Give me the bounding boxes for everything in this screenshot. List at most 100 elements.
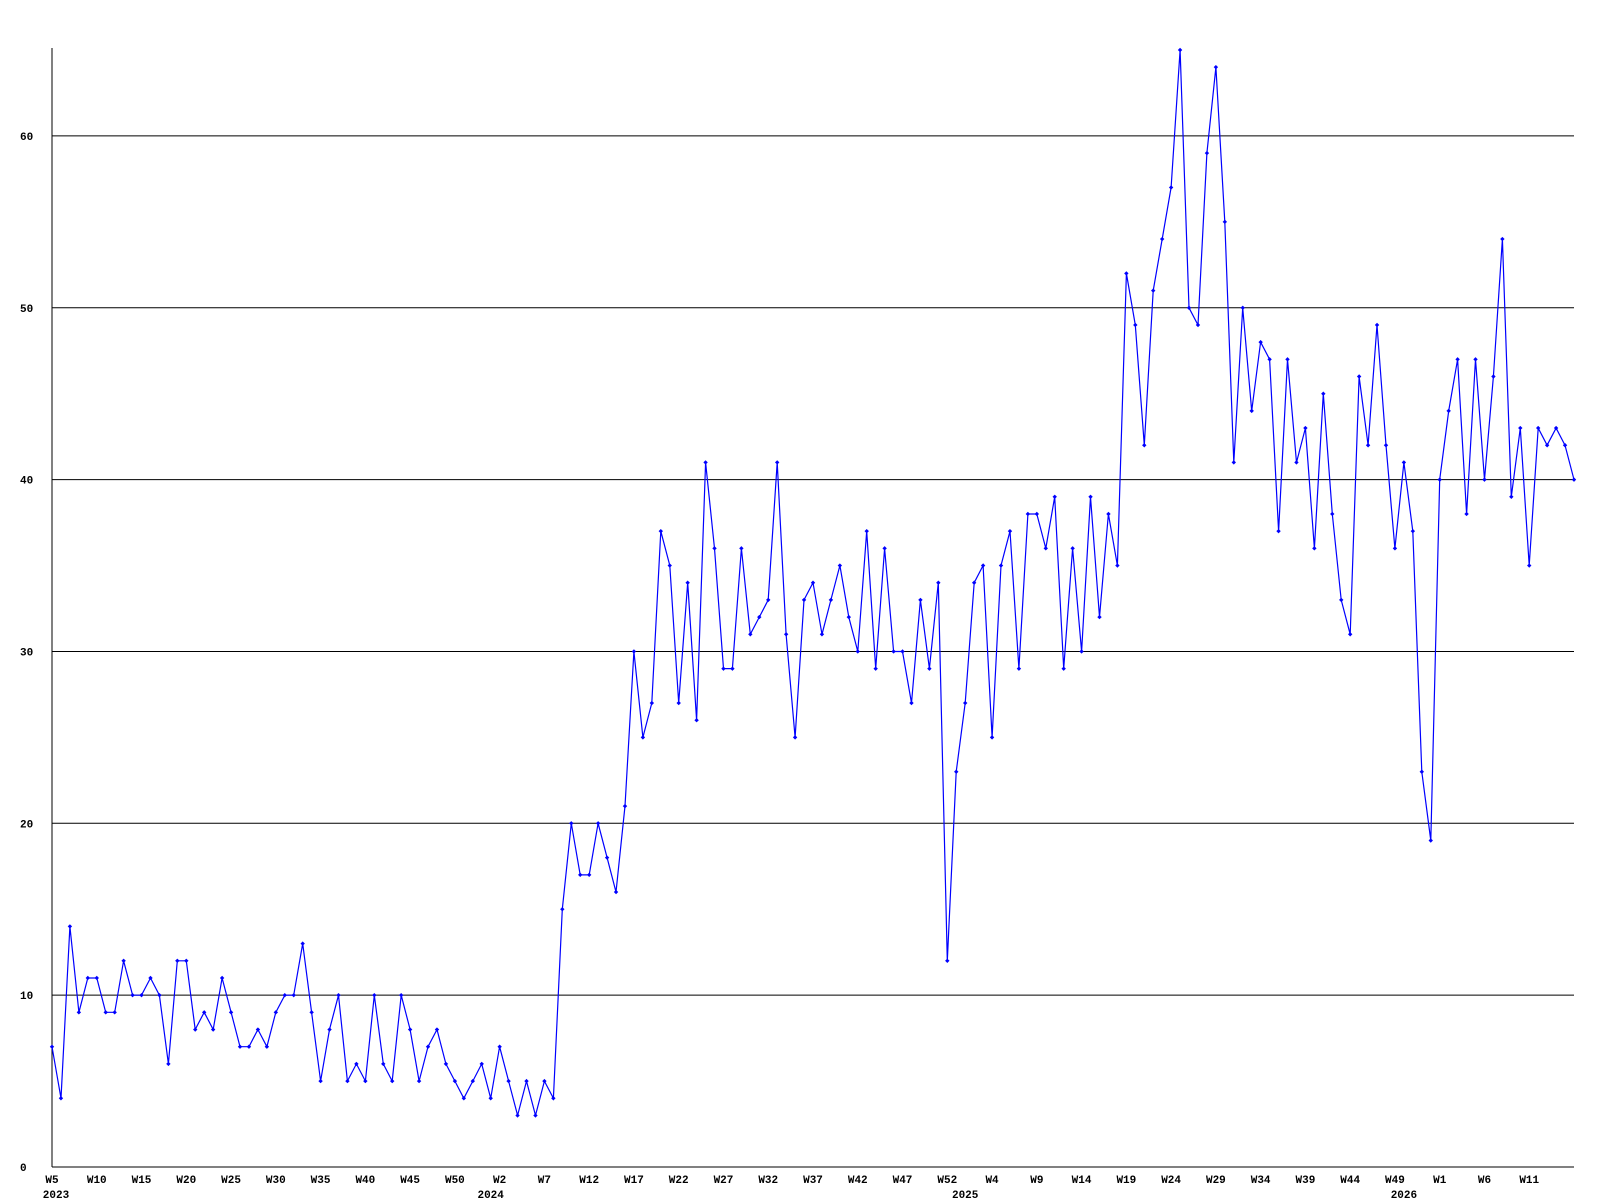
data-point xyxy=(425,1044,431,1049)
data-point xyxy=(1043,546,1048,551)
data-point xyxy=(1007,528,1013,534)
data-point xyxy=(855,649,860,654)
data-point xyxy=(497,1044,502,1049)
x-tick-label: W7 xyxy=(538,1175,551,1187)
data-point xyxy=(748,632,753,637)
data-point xyxy=(1249,408,1254,414)
y-tick-label: 30 xyxy=(20,647,33,659)
data-point xyxy=(1034,511,1040,517)
data-point xyxy=(1455,357,1460,362)
data-point xyxy=(193,1027,198,1032)
y-tick-label: 60 xyxy=(20,132,33,144)
data-point xyxy=(909,700,914,706)
data-point xyxy=(443,1061,449,1067)
data-point xyxy=(551,1096,556,1101)
data-point xyxy=(828,597,834,603)
data-point xyxy=(864,528,869,534)
data-point xyxy=(774,460,780,465)
data-point xyxy=(1025,511,1031,517)
data-point xyxy=(1464,511,1469,517)
data-point xyxy=(703,460,708,465)
data-point xyxy=(801,597,807,603)
data-point xyxy=(1446,408,1451,414)
x-tick-label: W4 xyxy=(985,1175,999,1187)
data-point xyxy=(792,735,798,740)
data-point xyxy=(58,1096,64,1101)
data-point xyxy=(1267,357,1272,362)
data-point xyxy=(945,958,950,963)
data-point xyxy=(237,1044,243,1049)
data-point xyxy=(130,992,135,998)
x-tick-label: W29 xyxy=(1206,1175,1226,1187)
x-tick-label: W47 xyxy=(893,1175,913,1187)
data-point xyxy=(989,735,995,740)
data-point xyxy=(837,563,843,568)
data-point xyxy=(184,958,189,963)
data-point xyxy=(757,614,762,620)
data-point xyxy=(1473,357,1478,362)
data-point xyxy=(1571,477,1577,482)
data-point xyxy=(998,563,1004,568)
data-point xyxy=(918,597,923,603)
data-point xyxy=(766,597,771,603)
x-tick-label: W45 xyxy=(400,1175,420,1187)
data-point xyxy=(721,666,726,671)
data-point xyxy=(264,1044,270,1049)
data-point xyxy=(1383,443,1389,448)
data-point xyxy=(202,1010,207,1015)
data-point xyxy=(1222,219,1228,225)
year-label: 2026 xyxy=(1391,1190,1417,1200)
x-tick-label: W6 xyxy=(1478,1175,1491,1187)
data-point xyxy=(1321,391,1326,396)
x-tick-label: W9 xyxy=(1030,1175,1043,1187)
data-point xyxy=(398,992,404,998)
data-point xyxy=(94,975,99,981)
data-point xyxy=(1159,236,1165,242)
data-point xyxy=(604,855,610,860)
data-point xyxy=(980,563,986,568)
data-point xyxy=(210,1027,216,1032)
data-point xyxy=(1428,838,1433,843)
x-tick-label: W17 xyxy=(624,1175,644,1187)
data-point xyxy=(461,1096,467,1101)
data-point xyxy=(810,580,816,585)
data-point xyxy=(1142,443,1147,448)
data-point xyxy=(157,992,162,998)
x-tick-label: W5 xyxy=(45,1175,59,1187)
data-point xyxy=(1401,460,1407,465)
data-point xyxy=(291,992,296,998)
data-point xyxy=(1276,528,1281,534)
data-point xyxy=(1491,374,1496,379)
data-point xyxy=(228,1010,234,1015)
y-tick-label: 10 xyxy=(20,991,33,1003)
data-point xyxy=(676,700,681,706)
x-tick-label: W52 xyxy=(937,1175,957,1187)
data-point xyxy=(730,666,735,671)
data-point xyxy=(1518,425,1523,431)
y-tick-label: 50 xyxy=(20,304,33,316)
data-point xyxy=(85,975,91,981)
data-point xyxy=(739,546,744,551)
year-label: 2024 xyxy=(477,1190,504,1200)
data-point xyxy=(139,992,144,998)
data-point xyxy=(336,992,341,998)
data-point xyxy=(255,1027,261,1032)
data-point xyxy=(1052,494,1057,499)
data-point xyxy=(873,666,878,671)
data-point xyxy=(1347,632,1353,637)
data-point xyxy=(67,924,73,929)
x-tick-label: W24 xyxy=(1161,1175,1181,1187)
data-point xyxy=(1061,666,1066,671)
data-point xyxy=(1231,460,1236,465)
data-point xyxy=(488,1096,493,1101)
year-label: 2023 xyxy=(43,1190,70,1200)
x-tick-label: W37 xyxy=(803,1175,823,1187)
data-point xyxy=(175,958,180,963)
data-point xyxy=(1303,425,1308,431)
data-point xyxy=(560,907,565,912)
x-tick-label: W44 xyxy=(1340,1175,1360,1187)
data-point xyxy=(1204,150,1210,156)
data-point xyxy=(1195,322,1201,328)
data-point xyxy=(515,1113,520,1118)
